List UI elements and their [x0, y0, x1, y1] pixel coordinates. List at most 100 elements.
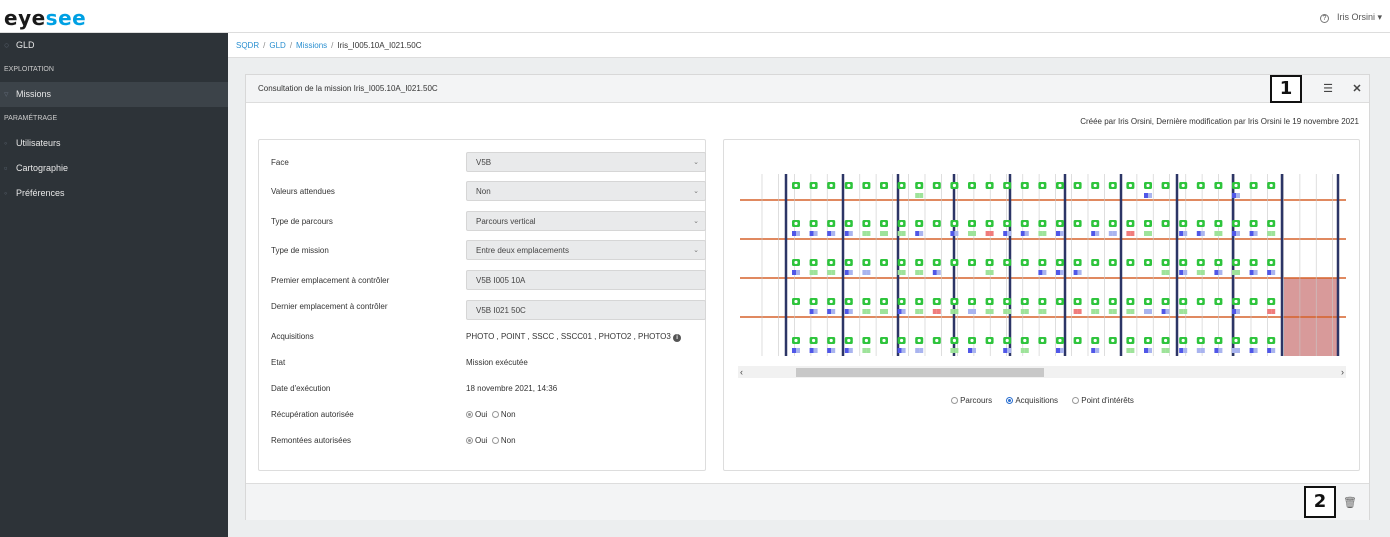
type-mission-select[interactable]: Entre deux emplacements ⌄: [466, 240, 706, 260]
sidebar-item-label: Préférences: [16, 188, 65, 198]
acquisitions-option[interactable]: Acquisitions: [1006, 396, 1058, 405]
acquisition-marker: [809, 348, 814, 353]
mission-form: Face V5B ⌄ Valeurs attendues Non ⌄ Type de…: [258, 139, 706, 471]
camera-lens: [935, 338, 939, 343]
radio-label: Oui: [475, 410, 488, 419]
list-view-button[interactable]: ☰: [1320, 81, 1336, 97]
camera-lens: [1093, 260, 1097, 265]
sidebar-item-preferences[interactable]: ◦ Préférences: [0, 181, 228, 206]
acquisition-marker: [813, 270, 818, 275]
acquisition-marker: [813, 231, 818, 236]
map-icon: ▫: [4, 163, 8, 173]
user-menu[interactable]: ? Iris Orsini ▾: [1319, 12, 1382, 23]
acquisition-marker: [831, 348, 836, 353]
camera-lens: [970, 260, 974, 265]
sidebar-item-label: GLD: [16, 40, 35, 50]
acquisition-marker: [1126, 309, 1131, 314]
camera-lens: [1023, 299, 1027, 304]
dernier-value: V5B I021 50C: [476, 306, 526, 315]
breadcrumb-link-gld[interactable]: GLD: [269, 41, 286, 50]
close-button[interactable]: ✕: [1349, 81, 1365, 97]
sidebar-item-utilisateurs[interactable]: ◦ Utilisateurs: [0, 131, 228, 156]
mission-panel: Consultation de la mission Iris_I005.10A…: [245, 74, 1370, 520]
breadcrumb-link-sqdr[interactable]: SQDR: [236, 41, 260, 50]
face-select[interactable]: V5B ⌄: [466, 152, 706, 172]
camera-lens: [882, 299, 886, 304]
recuperation-oui-radio[interactable]: [466, 411, 473, 418]
acquisition-marker: [1095, 348, 1100, 353]
scroll-right-icon[interactable]: ›: [1341, 367, 1344, 377]
scroll-left-icon[interactable]: ‹: [740, 367, 743, 377]
premier-field[interactable]: V5B I005 10A: [466, 270, 706, 290]
delete-button[interactable]: 🗑: [1343, 496, 1357, 509]
eyesee-logo[interactable]: eyesee: [4, 6, 86, 30]
camera-lens: [1093, 183, 1097, 188]
camera-lens: [1146, 299, 1150, 304]
acquisition-marker: [897, 309, 902, 314]
camera-lens: [1111, 338, 1115, 343]
etat-row: Etat Mission exécutée: [271, 352, 701, 374]
camera-lens: [1252, 260, 1256, 265]
sidebar-item-missions[interactable]: ▿ Missions: [0, 82, 228, 107]
sidebar-item-label: Cartographie: [16, 163, 69, 173]
scrollbar-thumb[interactable]: [796, 368, 1044, 377]
acquisition-marker: [1024, 231, 1029, 236]
radio-label: Non: [500, 436, 516, 445]
rack-diagram[interactable]: [740, 172, 1346, 356]
sidebar-item-gld[interactable]: ○ GLD: [0, 33, 228, 58]
breadcrumb: SQDR / GLD / Missions / Iris_I005.10A_I021.50C: [228, 33, 1390, 58]
camera-lens: [847, 221, 851, 226]
remontees-non-radio[interactable]: [491, 437, 499, 444]
acquisition-marker: [901, 348, 906, 353]
remontees-oui-radio[interactable]: [466, 437, 473, 444]
callout-2: 2: [1304, 486, 1336, 518]
acquisition-marker: [1073, 270, 1078, 275]
points-radio[interactable]: [1072, 397, 1080, 404]
camera-lens: [1076, 299, 1080, 304]
acquisitions-radio[interactable]: [1006, 397, 1014, 404]
acquisition-marker: [1130, 231, 1135, 236]
chevron-down-icon: ⌄: [693, 159, 699, 166]
recuperation-non-radio[interactable]: [491, 411, 499, 418]
camera-lens: [952, 221, 956, 226]
acquisition-marker: [1112, 231, 1117, 236]
help-circle-icon[interactable]: ?: [1319, 14, 1329, 23]
points-option[interactable]: Point d'intérêts: [1072, 396, 1134, 405]
acquisitions-row: Acquisitions PHOTO , POINT , SSCC , SSCC…: [271, 326, 701, 348]
horizontal-scrollbar[interactable]: ‹ ›: [738, 366, 1346, 378]
acquisition-marker: [844, 231, 849, 236]
acquisition-marker: [1183, 270, 1188, 275]
radio-label: Point d'intérêts: [1081, 396, 1134, 405]
acquisition-marker: [950, 309, 955, 314]
acquisition-marker: [968, 231, 972, 236]
user-name: Iris Orsini ▾: [1336, 12, 1382, 22]
breadcrumb-link-missions[interactable]: Missions: [296, 41, 328, 50]
camera-lens: [1181, 299, 1185, 304]
camera-lens: [952, 260, 956, 265]
dernier-field[interactable]: V5B I021 50C: [466, 300, 706, 320]
camera-lens: [829, 260, 833, 265]
acquisition-marker: [1042, 231, 1047, 236]
recuperation-row: Récupération autorisée Oui Non: [271, 404, 701, 426]
parcours-radio[interactable]: [951, 397, 959, 404]
parcours-option[interactable]: Parcours: [951, 396, 992, 405]
acquisition-marker: [915, 309, 920, 314]
acquisition-marker: [866, 348, 871, 353]
type-parcours-select[interactable]: Parcours vertical ⌄: [466, 211, 706, 231]
type-parcours-value: Parcours vertical: [476, 217, 536, 226]
acquisition-marker: [1267, 348, 1272, 353]
sidebar-item-cartographie[interactable]: ▫ Cartographie: [0, 156, 228, 181]
acquisition-marker: [1144, 231, 1148, 236]
valeurs-select[interactable]: Non ⌄: [466, 181, 706, 201]
acquisition-marker: [1218, 348, 1223, 353]
acquisition-marker: [1196, 270, 1201, 275]
camera-lens: [935, 260, 939, 265]
acquisition-marker: [1060, 270, 1064, 275]
camera-lens: [900, 338, 904, 343]
acquisition-marker: [1144, 193, 1148, 198]
camera-lens: [1252, 183, 1256, 188]
acquisition-marker: [827, 309, 832, 314]
info-icon[interactable]: i: [673, 334, 682, 342]
acquisition-marker: [796, 231, 800, 236]
camera-lens: [952, 183, 956, 188]
